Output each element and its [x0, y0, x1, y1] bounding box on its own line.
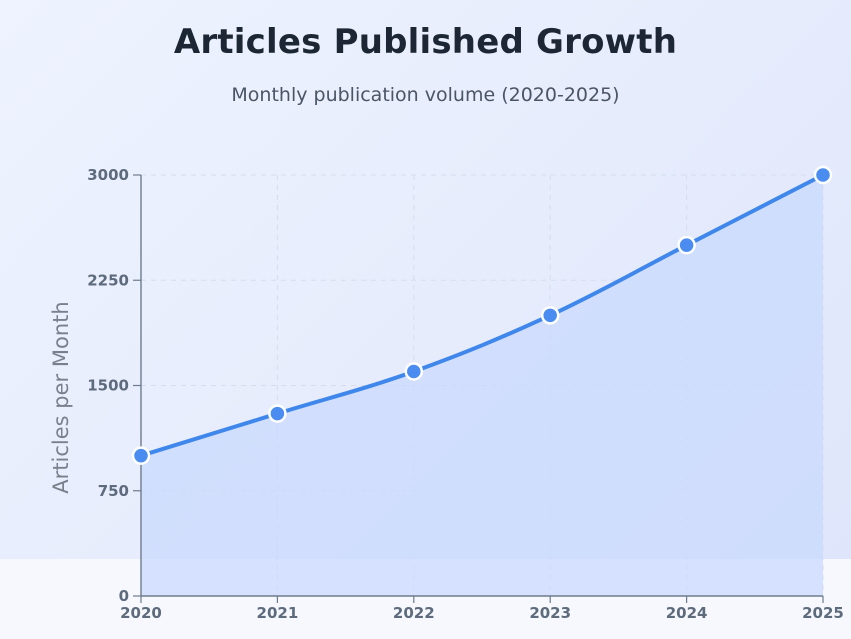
chart-title: Articles Published Growth: [173, 22, 678, 62]
y-axis-label: Articles per Month: [49, 301, 73, 493]
data-point: [540, 306, 560, 325]
data-points: [131, 165, 833, 465]
axes: [133, 174, 824, 603]
data-point: [131, 446, 151, 465]
x-tick-label: 2024: [666, 604, 708, 622]
x-tick-label: 2020: [120, 604, 162, 622]
x-tick-label: 2025: [802, 604, 844, 622]
area-fill: [141, 175, 823, 596]
chart-subtitle: Monthly publication volume (2020-2025): [231, 84, 620, 106]
data-point: [677, 235, 696, 255]
tick-labels: 0 750 1500 2250 3000 2020 2021 2022 2023 2024 2025: [87, 166, 844, 622]
data-point: [813, 165, 833, 185]
y-tick-label: 750: [98, 482, 129, 500]
y-tick-label: 1500: [87, 377, 129, 395]
y-tick-label: 0: [119, 587, 129, 605]
data-point: [404, 362, 424, 381]
x-tick-label: 2021: [257, 604, 299, 622]
y-tick-label: 3000: [87, 166, 129, 184]
data-point: [268, 404, 287, 423]
y-tick-label: 2250: [87, 271, 129, 289]
series-line: [139, 173, 825, 458]
x-tick-label: 2023: [529, 604, 571, 622]
x-tick-label: 2022: [393, 604, 435, 622]
